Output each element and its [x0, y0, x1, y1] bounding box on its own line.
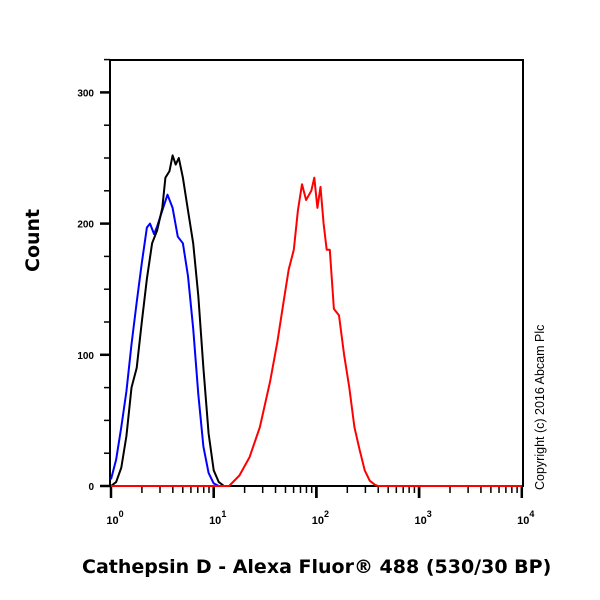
y-tick-label: 300 [77, 88, 94, 99]
y-tick-label: 0 [88, 482, 94, 493]
y-tick-label: 100 [77, 351, 94, 362]
y-axis: 0 100 200 300 [77, 58, 110, 493]
x-axis-label: Cathepsin D - Alexa Fluor® 488 (530/30 B… [82, 556, 552, 578]
x-tick-label: 104 [517, 509, 534, 527]
x-tick-label: 100 [106, 509, 123, 527]
y-tick-label: 200 [77, 220, 94, 231]
y-axis-label: Count [22, 208, 44, 272]
x-tick-label: 103 [414, 509, 431, 527]
series-layer [110, 154, 522, 487]
x-tick-label: 102 [312, 509, 329, 527]
black-isotype-control-curve [110, 154, 230, 487]
x-axis: 100 101 102 103 104 [106, 487, 534, 527]
red-cathepsin-d-curve [111, 176, 522, 487]
plot-frame [109, 59, 524, 487]
blue-control-curve [110, 193, 224, 487]
x-tick-label: 101 [209, 509, 226, 527]
copyright-notice: Copyright (c) 2016 Abcam Plc [533, 324, 547, 490]
